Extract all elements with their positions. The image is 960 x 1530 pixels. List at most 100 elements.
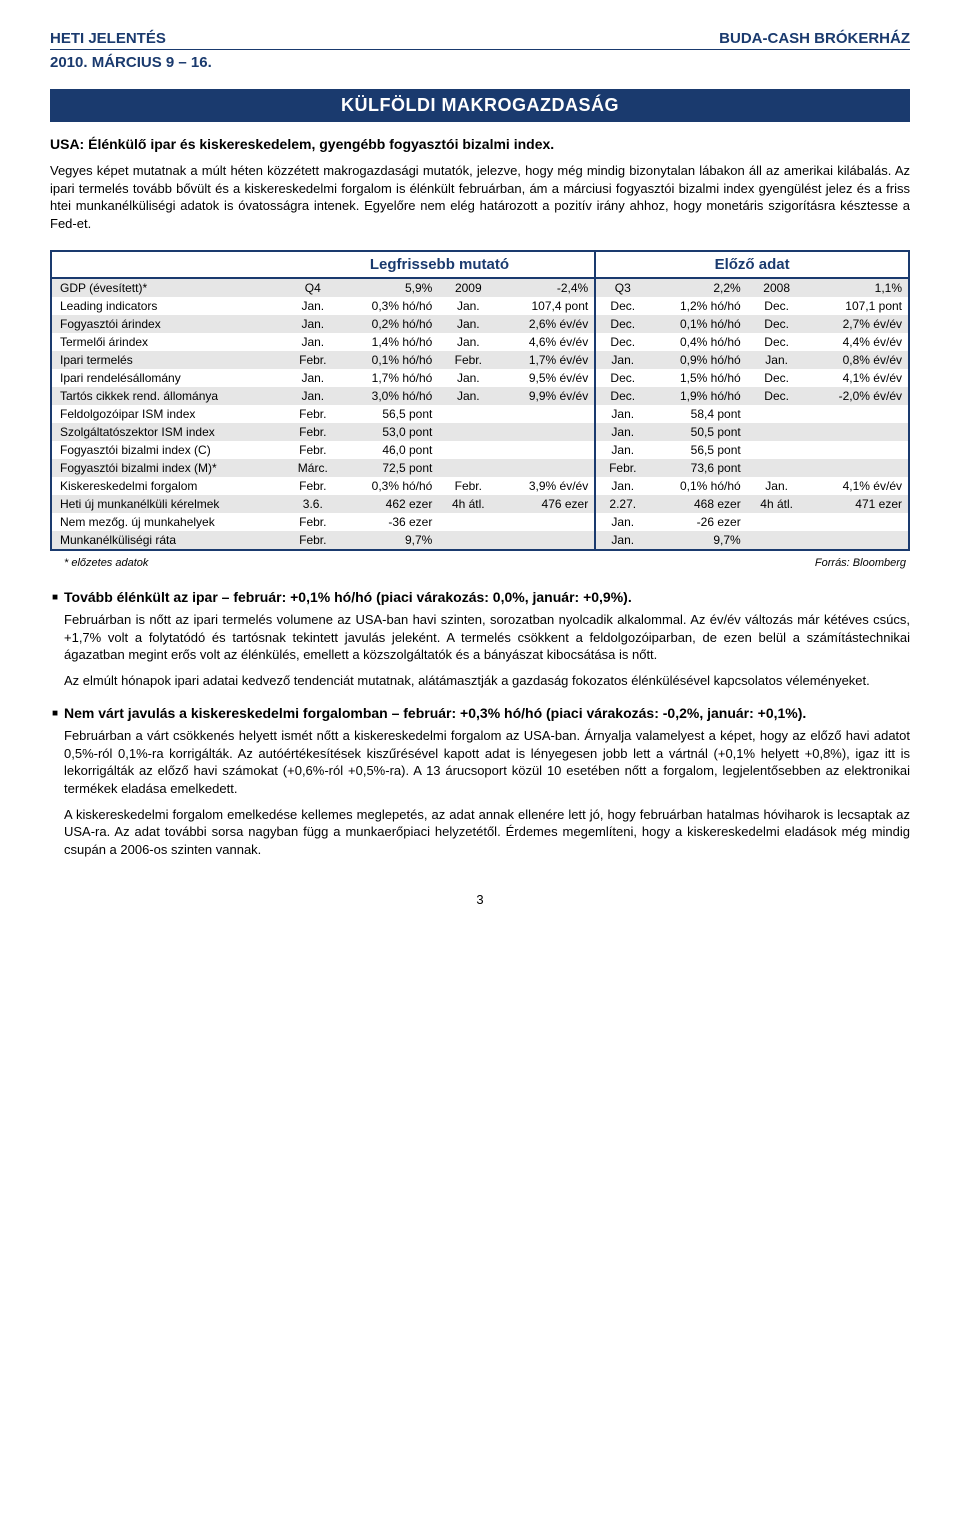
table-cell: 1,7% hó/hó — [341, 369, 438, 387]
header-date: 2010. MÁRCIUS 9 – 16. — [50, 54, 910, 71]
table-cell: Jan. — [595, 351, 649, 369]
table-cell: 50,5 pont — [649, 423, 746, 441]
table-cell: 468 ezer — [649, 495, 746, 513]
table-cell — [807, 405, 909, 423]
table-cell: 4,4% év/év — [807, 333, 909, 351]
bullet-block: ■Nem várt javulás a kiskereskedelmi forg… — [50, 705, 910, 858]
table-cell: 462 ezer — [341, 495, 438, 513]
table-cell: Jan. — [285, 387, 341, 405]
table-cell — [498, 423, 595, 441]
table-head-latest: Legfrissebb mutató — [285, 251, 596, 278]
table-cell: Febr. — [285, 531, 341, 550]
bullet-paragraph: A kiskereskedelmi forgalom emelkedése ke… — [64, 806, 910, 859]
table-row: Fogyasztói árindexJan.0,2% hó/hóJan.2,6%… — [51, 315, 909, 333]
bullet-block: ■Tovább élénkült az ipar – február: +0,1… — [50, 589, 910, 689]
table-cell: Munkanélküliségi ráta — [51, 531, 285, 550]
table-cell — [438, 531, 498, 550]
table-cell: Febr. — [438, 351, 498, 369]
table-cell: Dec. — [747, 315, 807, 333]
table-cell — [438, 423, 498, 441]
table-cell: 4,1% év/év — [807, 477, 909, 495]
table-cell: 3,0% hó/hó — [341, 387, 438, 405]
table-cell: 2008 — [747, 278, 807, 297]
indicators-table: Legfrissebb mutató Előző adat GDP (évesí… — [50, 250, 910, 551]
table-cell: Dec. — [595, 315, 649, 333]
table-cell: Leading indicators — [51, 297, 285, 315]
table-cell: Ipari rendelésállomány — [51, 369, 285, 387]
table-row: Feldolgozóipar ISM indexFebr.56,5 pontJa… — [51, 405, 909, 423]
table-cell — [807, 531, 909, 550]
table-row: Tartós cikkek rend. állományaJan.3,0% hó… — [51, 387, 909, 405]
bullet-marker: ■ — [50, 589, 64, 603]
table-cell: Termelői árindex — [51, 333, 285, 351]
bullet-marker: ■ — [50, 705, 64, 719]
table-cell: Jan. — [595, 477, 649, 495]
table-cell — [747, 423, 807, 441]
table-cell: 107,1 pont — [807, 297, 909, 315]
table-cell: 9,5% év/év — [498, 369, 595, 387]
table-cell: Febr. — [285, 405, 341, 423]
table-cell: Jan. — [595, 441, 649, 459]
bullet-body: Februárban a várt csökkenés helyett ismé… — [64, 727, 910, 858]
table-cell: 4h átl. — [747, 495, 807, 513]
table-cell: Dec. — [747, 297, 807, 315]
table-cell: Szolgáltatószektor ISM index — [51, 423, 285, 441]
table-cell: Fogyasztói árindex — [51, 315, 285, 333]
table-cell — [438, 405, 498, 423]
intro-title: USA: Élénkülő ipar és kiskereskedelem, g… — [50, 136, 910, 152]
page-number: 3 — [50, 892, 910, 907]
table-row: Leading indicatorsJan.0,3% hó/hóJan.107,… — [51, 297, 909, 315]
table-cell: Febr. — [285, 423, 341, 441]
table-cell: 73,6 pont — [649, 459, 746, 477]
table-cell: -26 ezer — [649, 513, 746, 531]
footnote-right: Forrás: Bloomberg — [815, 557, 906, 569]
header-rule — [50, 49, 910, 50]
table-cell: Fogyasztói bizalmi index (M)* — [51, 459, 285, 477]
table-cell: Jan. — [285, 369, 341, 387]
table-cell: Feldolgozóipar ISM index — [51, 405, 285, 423]
table-cell — [438, 441, 498, 459]
header-bar: HETI JELENTÉS BUDA-CASH BRÓKERHÁZ — [50, 30, 910, 47]
table-cell: Febr. — [285, 513, 341, 531]
table-cell: 4h átl. — [438, 495, 498, 513]
table-cell: 2,2% — [649, 278, 746, 297]
table-cell: 1,4% hó/hó — [341, 333, 438, 351]
table-cell: Jan. — [595, 423, 649, 441]
table-cell: 9,7% — [341, 531, 438, 550]
table-cell: 0,2% hó/hó — [341, 315, 438, 333]
table-cell: -36 ezer — [341, 513, 438, 531]
table-row: Heti új munkanélküli kérelmek3.6.462 eze… — [51, 495, 909, 513]
bullet-paragraph: Az elmúlt hónapok ipari adatai kedvező t… — [64, 672, 910, 690]
table-cell — [498, 513, 595, 531]
table-cell: Nem mezőg. új munkahelyek — [51, 513, 285, 531]
table-cell: Márc. — [285, 459, 341, 477]
table-cell: Jan. — [285, 333, 341, 351]
table-cell: Dec. — [595, 369, 649, 387]
table-cell: -2,4% — [498, 278, 595, 297]
table-cell: 4,1% év/év — [807, 369, 909, 387]
table-cell: Jan. — [285, 297, 341, 315]
table-cell — [438, 513, 498, 531]
table-cell: Jan. — [438, 369, 498, 387]
table-cell — [498, 459, 595, 477]
table-cell — [807, 513, 909, 531]
table-cell — [498, 405, 595, 423]
table-cell: 2.27. — [595, 495, 649, 513]
table-cell: 3.6. — [285, 495, 341, 513]
table-cell: 2,7% év/év — [807, 315, 909, 333]
footnote-left: * előzetes adatok — [64, 557, 148, 569]
table-cell: Jan. — [595, 405, 649, 423]
table-cell: Jan. — [438, 297, 498, 315]
table-cell: 0,8% év/év — [807, 351, 909, 369]
table-cell: 0,3% hó/hó — [341, 477, 438, 495]
table-cell: 56,5 pont — [649, 441, 746, 459]
table-row: Fogyasztói bizalmi index (C)Febr.46,0 po… — [51, 441, 909, 459]
header-right: BUDA-CASH BRÓKERHÁZ — [719, 30, 910, 47]
table-cell — [807, 441, 909, 459]
table-cell: 4,6% év/év — [498, 333, 595, 351]
table-cell: 58,4 pont — [649, 405, 746, 423]
table-row: GDP (évesített)*Q45,9%2009-2,4%Q32,2%200… — [51, 278, 909, 297]
table-cell: 72,5 pont — [341, 459, 438, 477]
table-cell: 1,2% hó/hó — [649, 297, 746, 315]
table-row: Ipari rendelésállományJan.1,7% hó/hóJan.… — [51, 369, 909, 387]
